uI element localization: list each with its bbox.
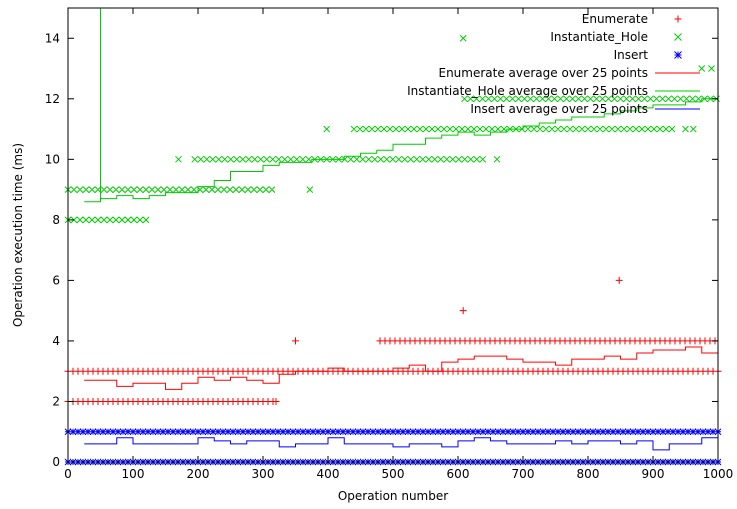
y-tick-label: 14 bbox=[45, 31, 60, 45]
series-instantiate-hole-average-over-25-points bbox=[84, 8, 718, 203]
data-band-instantiate-hole bbox=[350, 125, 676, 133]
legend-marker-insert bbox=[674, 51, 682, 59]
data-point-enumerate bbox=[292, 337, 299, 345]
x-tick-label: 1000 bbox=[703, 467, 734, 481]
y-tick-label: 12 bbox=[45, 92, 60, 106]
y-tick-label: 8 bbox=[52, 213, 60, 227]
series-enumerate-average-over-25-points bbox=[84, 346, 718, 390]
x-tick-label: 600 bbox=[447, 467, 470, 481]
y-axis-label: Operation execution time (ms) bbox=[11, 143, 25, 327]
y-tick-label: 4 bbox=[52, 334, 60, 348]
series-insert-average-over-25-points bbox=[84, 437, 719, 451]
data-point-instantiate-hole bbox=[306, 186, 314, 193]
legend-label-insert-average-over-25-points: Insert average over 25 points bbox=[470, 102, 648, 116]
line-enumerate-average-over-25-points bbox=[84, 346, 718, 390]
y-tick-label: 6 bbox=[52, 273, 60, 287]
x-tick-label: 200 bbox=[187, 467, 210, 481]
legend-label-insert: Insert bbox=[614, 48, 649, 62]
x-tick-label: 500 bbox=[382, 467, 405, 481]
legend-label-instantiate-hole: Instantiate_Hole bbox=[550, 30, 648, 44]
x-axis-label: Operation number bbox=[338, 489, 448, 503]
x-tick-label: 700 bbox=[512, 467, 535, 481]
y-tick-label: 2 bbox=[52, 394, 60, 408]
legend-marker-instantiate-hole bbox=[674, 33, 682, 41]
data-point-instantiate-hole bbox=[323, 125, 331, 133]
line-insert-average-over-25-points bbox=[84, 437, 719, 451]
data-point-enumerate bbox=[272, 397, 280, 405]
data-point-instantiate-hole bbox=[493, 155, 501, 163]
data-point-instantiate-hole bbox=[708, 65, 715, 72]
data-point-instantiate-hole bbox=[175, 155, 182, 163]
data-band-instantiate-hole bbox=[461, 95, 720, 103]
legend-label-instantiate-hole-average-over-25-points: Instantiate_Hole average over 25 points bbox=[407, 84, 648, 98]
data-point-enumerate bbox=[615, 276, 623, 284]
y-tick-label: 0 bbox=[52, 455, 60, 469]
x-tick-label: 0 bbox=[64, 467, 72, 481]
series-instantiate-hole bbox=[64, 34, 720, 224]
x-tick-label: 300 bbox=[252, 467, 275, 481]
legend-label-enumerate: Enumerate bbox=[582, 12, 648, 26]
data-band-instantiate-hole bbox=[64, 186, 276, 193]
data-band-enumerate bbox=[64, 397, 277, 405]
data-point-instantiate-hole bbox=[698, 65, 706, 72]
data-band-instantiate-hole bbox=[64, 216, 150, 224]
data-point-instantiate-hole bbox=[689, 125, 697, 133]
x-tick-label: 100 bbox=[122, 467, 145, 481]
data-point-instantiate-hole bbox=[682, 125, 689, 133]
legend: Enumerate Instantiate_Hole Insert Enumerate… bbox=[407, 12, 700, 116]
x-tick-label: 900 bbox=[642, 467, 665, 481]
series-enumerate bbox=[64, 276, 722, 405]
data-band-insert bbox=[64, 428, 722, 436]
line-instantiate-hole-average-over-25-points bbox=[84, 98, 718, 203]
x-axis: 0 100 200 300 400 500 600 700 800 900 1000 bbox=[64, 8, 733, 481]
y-tick-label: 10 bbox=[45, 152, 60, 166]
y-axis: 0 2 4 6 8 10 12 14 bbox=[45, 31, 718, 469]
x-tick-label: 400 bbox=[317, 467, 340, 481]
legend-marker-enumerate bbox=[674, 15, 682, 23]
data-point-enumerate bbox=[459, 307, 467, 315]
data-point-instantiate-hole bbox=[459, 34, 467, 42]
data-band-enumerate bbox=[376, 337, 719, 345]
x-tick-label: 800 bbox=[577, 467, 600, 481]
legend-label-enumerate-average-over-25-points: Enumerate average over 25 points bbox=[438, 66, 648, 80]
